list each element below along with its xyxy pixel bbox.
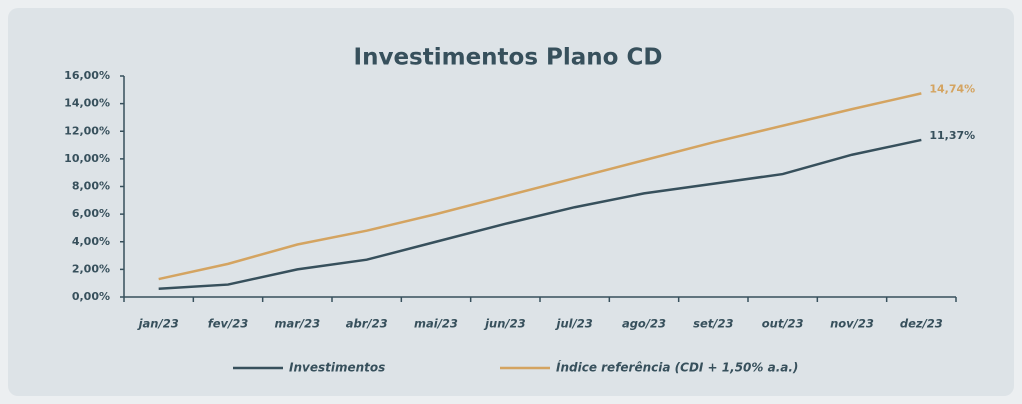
y-tick-label: 12,00%	[64, 124, 110, 137]
y-tick-label: 2,00%	[72, 262, 110, 275]
y-tick-label: 10,00%	[64, 152, 110, 165]
line	[158, 92, 922, 281]
x-tick-label: nov/23	[830, 317, 874, 331]
legend-label: Índice referência (CDI + 1,50% a.a.)	[556, 360, 798, 375]
x-tick-label: set/23	[693, 317, 733, 331]
x-tick-label: jan/23	[137, 317, 179, 331]
line	[158, 138, 922, 290]
legend-label: Investimentos	[289, 361, 385, 375]
x-tick-label: jun/23	[483, 317, 526, 331]
x-tick-label: fev/23	[208, 317, 249, 331]
panel	[8, 8, 1014, 396]
y-tick-label: 4,00%	[72, 235, 110, 248]
x-tick-label: out/23	[762, 317, 804, 331]
data-label: 14,74%	[929, 82, 975, 95]
y-tick-label: 6,00%	[72, 207, 110, 220]
chart-title: Investimentos Plano CD	[354, 45, 663, 71]
x-tick-label: mar/23	[275, 317, 321, 331]
x-tick-label: ago/23	[622, 317, 666, 331]
y-tick-label: 0,00%	[72, 290, 110, 303]
x-tick-label: abr/23	[346, 317, 388, 331]
x-tick-label: mai/23	[414, 317, 458, 331]
y-tick-label: 16,00%	[64, 69, 110, 82]
x-tick-label: dez/23	[900, 317, 943, 331]
y-tick-label: 8,00%	[72, 180, 110, 193]
data-label: 11,37%	[929, 129, 975, 142]
x-tick-label: jul/23	[555, 317, 593, 331]
y-tick-label: 14,00%	[64, 97, 110, 110]
